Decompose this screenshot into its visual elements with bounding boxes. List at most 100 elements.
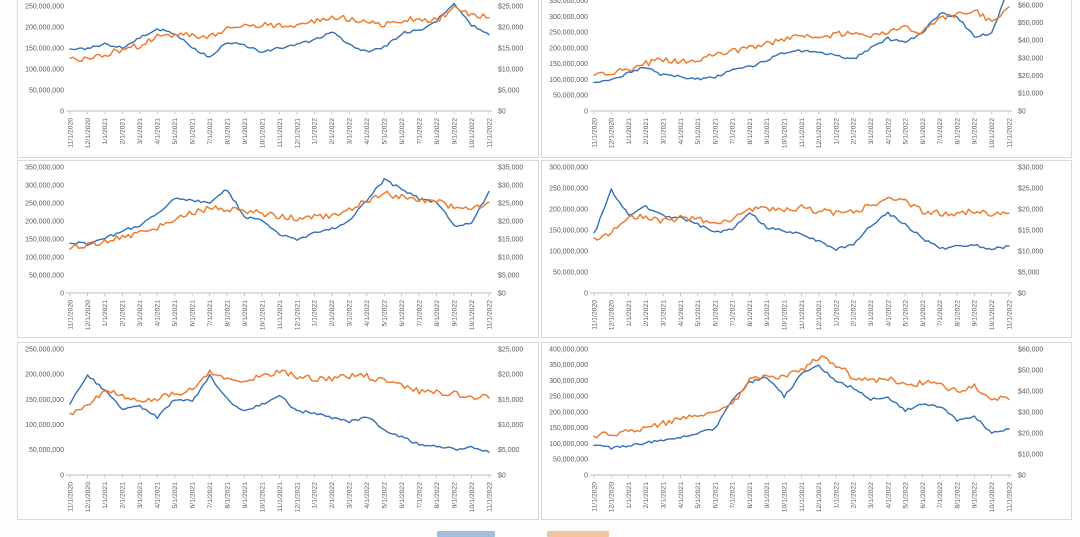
x-axis-tick-label: 11/1/2022 bbox=[486, 118, 493, 148]
left-axis-tick-label: 150,000,000 bbox=[25, 397, 64, 404]
left-axis-tick-label: 300,000,000 bbox=[549, 164, 588, 171]
x-axis-tick-label: 7/1/2022 bbox=[937, 300, 944, 327]
x-axis-tick-label: 11/1/2021 bbox=[277, 300, 284, 330]
x-axis-tick-label: 11/1/2021 bbox=[799, 118, 806, 148]
left-axis-tick-label: 100,000,000 bbox=[25, 422, 64, 429]
right-axis-tick-label: $0 bbox=[498, 290, 506, 297]
x-axis-tick-label: 1/1/2021 bbox=[626, 118, 633, 145]
x-axis-tick-label: 8/1/2022 bbox=[434, 300, 441, 327]
chart-panel-top-left[interactable]: 250,000,000 200,000,000 150,000,000 100,000… bbox=[17, 0, 539, 158]
chart-panel-middle-left[interactable]: 350,000,000 300,000,000 250,000,000 200,000… bbox=[17, 160, 539, 338]
x-axis-tick-label: 1/1/2021 bbox=[102, 482, 109, 509]
right-axis-tick-label: $10,000 bbox=[498, 422, 523, 429]
series-orange-line bbox=[593, 6, 1010, 76]
x-axis-tick-label: 7/1/2021 bbox=[207, 482, 214, 509]
x-axis-tick-label: 7/1/2021 bbox=[730, 482, 737, 509]
chart-panel-top-right[interactable]: 350,000,000 300,000,000 250,000,000 200,000… bbox=[541, 0, 1072, 158]
left-axis-tick-label: 350,000,000 bbox=[549, 0, 588, 5]
right-axis-labels: $30,000 $25,000 $20,000 $15,000 $10,000 $5,00… bbox=[1018, 164, 1043, 297]
chart-panel-bottom-right[interactable]: 400,000,000 350,000,000 300,000,000 250,000… bbox=[541, 342, 1072, 520]
x-axis-tick-label: 11/1/2021 bbox=[799, 482, 806, 512]
left-axis-tick-label: 200,000,000 bbox=[25, 218, 64, 225]
right-axis-tick-label: $30,000 bbox=[1018, 164, 1043, 171]
right-axis-tick-label: $5,000 bbox=[1018, 269, 1040, 276]
chart-panel-middle-right[interactable]: 300,000,000 250,000,000 200,000,000 150,000… bbox=[541, 160, 1072, 338]
left-axis-tick-label: 150,000,000 bbox=[25, 236, 64, 243]
left-axis-labels: 250,000,000 200,000,000 150,000,000 100,000… bbox=[25, 346, 64, 479]
right-axis-tick-label: $0 bbox=[498, 108, 506, 115]
right-axis-tick-label: $15,000 bbox=[498, 397, 523, 404]
x-axis-tick-label: 7/1/2022 bbox=[416, 118, 423, 145]
x-axis-tick-label: 1/1/2022 bbox=[833, 482, 840, 509]
x-axis-tick-label: 3/1/2021 bbox=[137, 482, 144, 509]
x-axis-tick-label: 10/1/2022 bbox=[469, 300, 476, 330]
x-axis-tick-label: 4/1/2022 bbox=[364, 118, 371, 145]
x-axis-tick-label: 12/1/2021 bbox=[294, 118, 301, 148]
x-axis-tick-label: 12/1/2021 bbox=[816, 482, 823, 512]
x-axis-tick-label: 11/1/2021 bbox=[277, 118, 284, 148]
x-axis-tick-label: 5/1/2022 bbox=[382, 300, 389, 327]
x-axis-tick-label: 3/1/2022 bbox=[868, 482, 875, 509]
left-axis-tick-label: 0 bbox=[584, 290, 588, 297]
chart-svg-middle-right: 300,000,000 250,000,000 200,000,000 150,000… bbox=[549, 164, 1043, 330]
left-axis-tick-label: 0 bbox=[60, 290, 64, 297]
x-axis-tick-label: 6/1/2021 bbox=[190, 482, 197, 509]
right-axis-tick-label: $10,000 bbox=[498, 254, 523, 261]
right-axis-tick-label: $10,000 bbox=[498, 66, 523, 73]
x-axis-tick-label: 11/1/2022 bbox=[1006, 482, 1013, 512]
left-axis-tick-label: 350,000,000 bbox=[25, 164, 64, 171]
x-axis-tick-label: 8/1/2021 bbox=[224, 482, 231, 509]
right-axis-tick-label: $15,000 bbox=[498, 236, 523, 243]
left-axis-tick-label: 300,000,000 bbox=[549, 14, 588, 21]
x-axis-tick-label: 3/1/2022 bbox=[868, 118, 875, 145]
x-axis-tick-label: 5/1/2022 bbox=[903, 300, 910, 327]
left-axis-labels: 300,000,000 250,000,000 200,000,000 150,000… bbox=[549, 164, 588, 297]
x-axis-tick-label: 3/1/2021 bbox=[660, 118, 667, 145]
x-axis-tick-label: 6/1/2021 bbox=[712, 118, 719, 145]
left-axis-tick-label: 0 bbox=[584, 108, 588, 115]
left-axis-tick-label: 50,000,000 bbox=[553, 269, 588, 276]
x-axis-tick-label: 9/1/2022 bbox=[451, 300, 458, 327]
x-axis-tick-label: 5/1/2021 bbox=[695, 482, 702, 509]
x-axis-tick-label: 5/1/2021 bbox=[172, 482, 179, 509]
x-axis-tick-label: 8/1/2022 bbox=[954, 118, 961, 145]
x-axis-tick-label: 4/1/2022 bbox=[885, 300, 892, 327]
x-axis-tick-label: 9/1/2022 bbox=[451, 118, 458, 145]
x-axis-tick-label: 8/1/2021 bbox=[224, 300, 231, 327]
chart-svg-top-left: 250,000,000 200,000,000 150,000,000 100,000… bbox=[25, 2, 523, 148]
left-axis-labels: 250,000,000 200,000,000 150,000,000 100,000… bbox=[25, 3, 64, 115]
x-axis-tick-label: 2/1/2021 bbox=[643, 118, 650, 145]
right-axis-tick-label: $20,000 bbox=[498, 372, 523, 379]
x-axis-tick-label: 7/1/2022 bbox=[937, 482, 944, 509]
x-axis-tick-label: 4/1/2021 bbox=[155, 118, 162, 145]
x-axis-tick-label: 9/1/2021 bbox=[242, 482, 249, 509]
x-axis-tick-label: 2/1/2021 bbox=[643, 300, 650, 327]
chart-panel-bottom-left[interactable]: 250,000,000 200,000,000 150,000,000 100,000… bbox=[17, 342, 539, 520]
left-axis-tick-label: 250,000,000 bbox=[549, 30, 588, 37]
series-blue-line bbox=[593, 188, 1010, 252]
x-axis-tick-label: 2/1/2022 bbox=[851, 482, 858, 509]
x-axis-labels: 11/1/2020 12/1/2020 1/1/2021 2/1/2021 3/1/20… bbox=[591, 475, 1013, 512]
left-axis-tick-label: 100,000,000 bbox=[549, 248, 588, 255]
x-axis-tick-label: 12/1/2020 bbox=[85, 482, 92, 512]
x-axis-tick-label: 8/1/2022 bbox=[434, 482, 441, 509]
right-axis-tick-label: $25,000 bbox=[1018, 185, 1043, 192]
x-axis-tick-label: 8/1/2021 bbox=[224, 118, 231, 145]
chart-svg-bottom-right: 400,000,000 350,000,000 300,000,000 250,000… bbox=[549, 346, 1043, 512]
x-axis-tick-label: 12/1/2020 bbox=[85, 300, 92, 330]
x-axis-tick-label: 1/1/2022 bbox=[833, 118, 840, 145]
x-axis-tick-label: 8/1/2022 bbox=[434, 118, 441, 145]
x-axis-tick-label: 7/1/2022 bbox=[416, 482, 423, 509]
right-axis-tick-label: $5,000 bbox=[498, 272, 520, 279]
right-axis-tick-label: $0 bbox=[1018, 290, 1026, 297]
left-axis-tick-label: 200,000,000 bbox=[549, 45, 588, 52]
right-axis-tick-label: $15,000 bbox=[498, 45, 523, 52]
right-axis-labels: $60,000 $50,000 $40,000 $30,000 $20,000 $10,0… bbox=[1018, 2, 1043, 115]
x-axis-labels: 11/1/2020 12/1/2020 1/1/2021 2/1/2021 3/1/20… bbox=[67, 475, 493, 512]
series-blue-line bbox=[69, 2, 490, 58]
left-axis-tick-label: 250,000,000 bbox=[25, 3, 64, 10]
left-axis-tick-label: 200,000,000 bbox=[549, 409, 588, 416]
right-axis-tick-label: $30,000 bbox=[498, 182, 523, 189]
left-axis-tick-label: 300,000,000 bbox=[549, 378, 588, 385]
x-axis-tick-label: 4/1/2021 bbox=[678, 118, 685, 145]
